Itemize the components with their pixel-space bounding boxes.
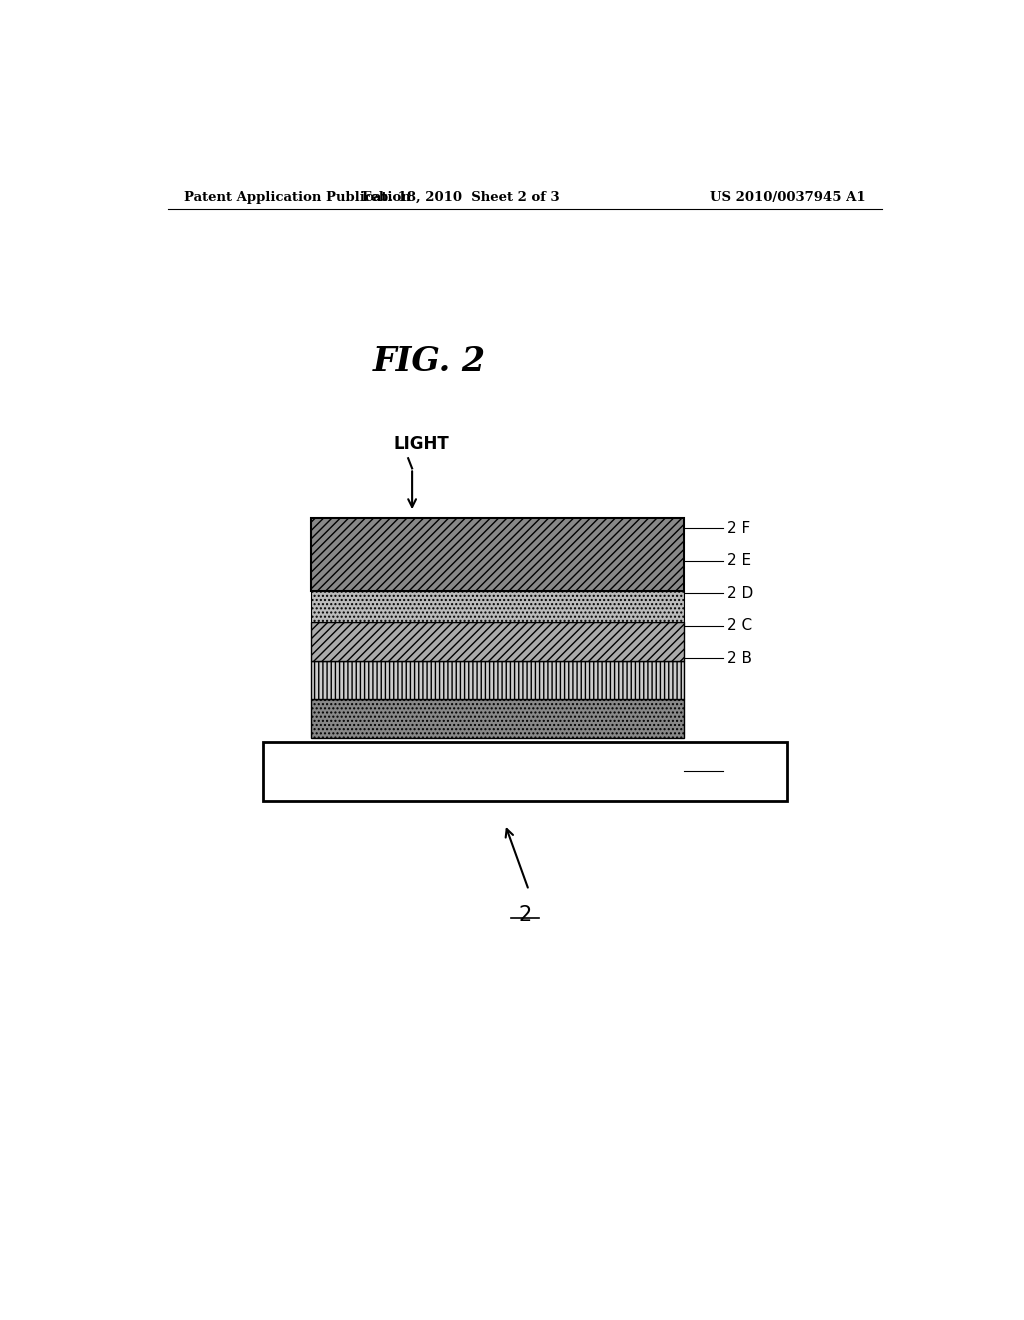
- Bar: [310, 660, 684, 700]
- Text: 2 C: 2 C: [727, 619, 753, 634]
- Bar: [310, 622, 684, 660]
- Text: 2 A: 2 A: [727, 764, 752, 779]
- Text: Feb. 18, 2010  Sheet 2 of 3: Feb. 18, 2010 Sheet 2 of 3: [362, 190, 560, 203]
- Bar: [310, 591, 684, 622]
- Text: 2: 2: [518, 906, 531, 925]
- Bar: [263, 742, 786, 801]
- Text: US 2010/0037945 A1: US 2010/0037945 A1: [711, 190, 866, 203]
- Text: LIGHT: LIGHT: [394, 436, 450, 453]
- Text: 2 E: 2 E: [727, 553, 752, 569]
- Bar: [310, 519, 684, 591]
- Bar: [310, 700, 684, 738]
- Text: 2 D: 2 D: [727, 586, 754, 601]
- Text: 2 B: 2 B: [727, 651, 753, 667]
- Text: Patent Application Publication: Patent Application Publication: [183, 190, 411, 203]
- Text: FIG. 2: FIG. 2: [373, 346, 486, 379]
- Text: 2 F: 2 F: [727, 521, 751, 536]
